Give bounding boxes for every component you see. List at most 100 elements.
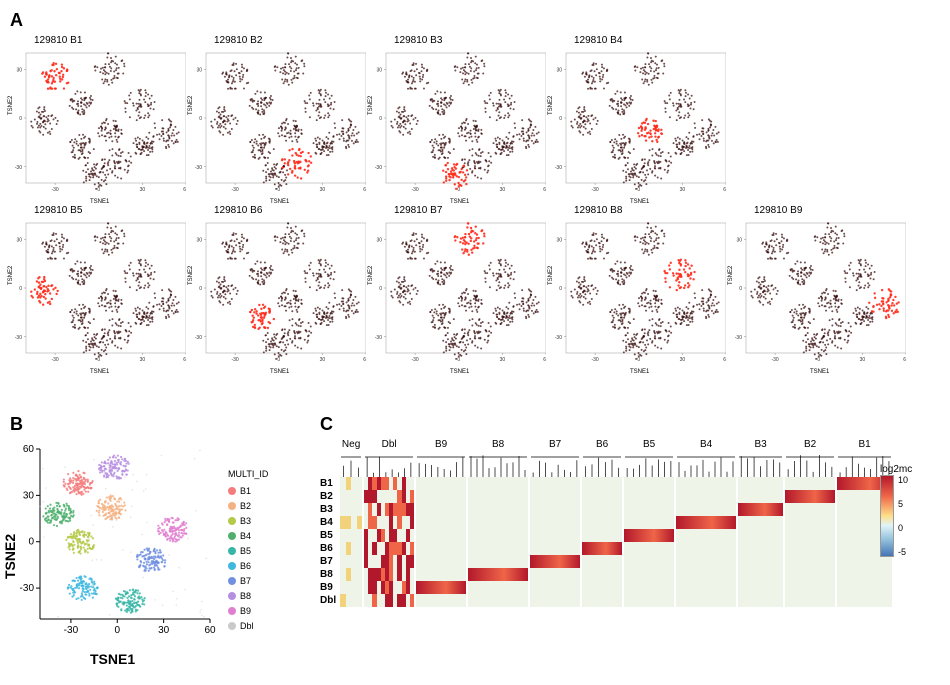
dendrogram-icon: [416, 453, 466, 477]
colorscale-tick: -5: [898, 547, 908, 557]
legend-item: B2: [228, 498, 268, 513]
heatmap-group: B7: [530, 439, 580, 607]
row-label: B8: [320, 568, 336, 581]
panel-c-heatmap: B1B2B3B4B5B6B7B8B9Dbl NegDblB9B8B7B6B5B4…: [320, 439, 940, 607]
colorscale-tick: 10: [898, 475, 908, 485]
subplot-title: 129810 B3: [394, 35, 442, 46]
row-label: B3: [320, 503, 336, 516]
subplot-title: 129810 B4: [574, 35, 622, 46]
subplot-title: 129810 B1: [34, 35, 82, 46]
svg-text:0: 0: [457, 187, 460, 193]
legend-dot-icon: [228, 487, 236, 495]
panel-c-row-labels: B1B2B3B4B5B6B7B8B9Dbl: [320, 439, 340, 607]
svg-text:-30: -30: [591, 187, 598, 193]
heatmap-group: Neg: [340, 439, 362, 607]
legend-dot-icon: [228, 622, 236, 630]
legend-item: B1: [228, 483, 268, 498]
svg-text:0: 0: [379, 286, 382, 292]
svg-text:30: 30: [196, 237, 202, 243]
svg-text:-30: -30: [591, 357, 598, 363]
svg-text:-30: -30: [231, 187, 238, 193]
svg-text:-30: -30: [555, 335, 562, 341]
svg-text:30: 30: [140, 357, 146, 363]
svg-text:-30: -30: [375, 165, 382, 171]
subplot-title: 129810 B6: [214, 205, 262, 216]
panel-b-xlabel: TSNE1: [90, 651, 135, 667]
legend-item: B7: [228, 573, 268, 588]
svg-text:60: 60: [363, 357, 366, 363]
row-label: B6: [320, 542, 336, 555]
group-label: B8: [468, 439, 528, 453]
group-label: Dbl: [364, 439, 414, 453]
colorscale-gradient: [880, 475, 894, 557]
subplot-title: 129810 B8: [574, 205, 622, 216]
panel-c-letter: C: [320, 414, 333, 434]
legend-dot-icon: [228, 592, 236, 600]
tsne-subplot: 129810 B6-3003060-30030TSNE2TSNE1: [190, 205, 366, 375]
tsne-subplot: 129810 B7-3003060-30030TSNE2TSNE1: [370, 205, 546, 375]
svg-text:0: 0: [379, 116, 382, 122]
tsne-subplot: 129810 B2-3003060-30030TSNE2TSNE1: [190, 35, 366, 205]
svg-text:0: 0: [277, 187, 280, 193]
row-label: Dbl: [320, 594, 336, 607]
dendrogram-icon: [364, 453, 414, 477]
svg-text:30: 30: [320, 357, 326, 363]
group-label: B4: [676, 439, 736, 453]
heatmap-group: B9: [416, 439, 466, 607]
svg-text:30: 30: [500, 357, 506, 363]
panel-a: A 129810 B1-3003060-30030TSNE2TSNE112981…: [10, 10, 940, 375]
dendrogram-icon: [676, 453, 736, 477]
svg-text:0: 0: [19, 286, 22, 292]
svg-text:0: 0: [457, 357, 460, 363]
svg-text:30: 30: [680, 187, 686, 193]
svg-text:0: 0: [97, 187, 100, 193]
svg-text:30: 30: [500, 187, 506, 193]
svg-text:30: 30: [320, 187, 326, 193]
legend-item: B3: [228, 513, 268, 528]
legend-dot-icon: [228, 532, 236, 540]
row-label: B2: [320, 490, 336, 503]
heatmap-group: Dbl: [364, 439, 414, 607]
svg-text:0: 0: [199, 286, 202, 292]
row-label: B4: [320, 516, 336, 529]
panel-b-plot: -3003060-3003060 TSNE2 TSNE1: [10, 439, 220, 649]
legend-item: Dbl: [228, 618, 268, 633]
svg-text:60: 60: [543, 187, 546, 193]
dendrogram-icon: [624, 453, 674, 477]
panel-c: C B1B2B3B4B5B6B7B8B9Dbl NegDblB9B8B7B6B5…: [320, 414, 940, 607]
svg-text:30: 30: [140, 187, 146, 193]
dendrogram-icon: [468, 453, 528, 477]
tsne-subplot: 129810 B9-3003060-30030TSNE2TSNE1: [730, 205, 906, 375]
legend-dot-icon: [228, 577, 236, 585]
svg-text:-30: -30: [231, 357, 238, 363]
group-label: B6: [582, 439, 622, 453]
group-label: B9: [416, 439, 466, 453]
svg-text:30: 30: [16, 67, 22, 73]
panel-c-colorscale-legend: log2mc 1050-5: [880, 464, 912, 557]
legend-dot-icon: [228, 547, 236, 555]
svg-text:-30: -30: [15, 165, 22, 171]
legend-item: B4: [228, 528, 268, 543]
svg-text:30: 30: [16, 237, 22, 243]
svg-text:0: 0: [559, 116, 562, 122]
svg-text:-30: -30: [51, 357, 58, 363]
legend-item: B9: [228, 603, 268, 618]
svg-text:60: 60: [183, 357, 186, 363]
svg-text:0: 0: [19, 116, 22, 122]
row-label: B1: [320, 477, 336, 490]
svg-text:-30: -30: [555, 165, 562, 171]
svg-text:-30: -30: [15, 335, 22, 341]
panel-b-legend: MULTI_ID B1B2B3B4B5B6B7B8B9Dbl: [228, 469, 268, 633]
svg-text:60: 60: [363, 187, 366, 193]
legend-dot-icon: [228, 517, 236, 525]
panel-b: B -3003060-3003060 TSNE2 TSNE1 MULTI_ID …: [10, 414, 310, 649]
colorscale-tick: 5: [898, 499, 908, 509]
svg-text:30: 30: [376, 67, 382, 73]
svg-text:60: 60: [183, 187, 186, 193]
panel-b-letter: B: [10, 414, 23, 434]
row-label: B5: [320, 529, 336, 542]
legend-item: B5: [228, 543, 268, 558]
heatmap-group: B6: [582, 439, 622, 607]
svg-text:-30: -30: [195, 335, 202, 341]
panel-b-ylabel: TSNE2: [2, 534, 18, 579]
